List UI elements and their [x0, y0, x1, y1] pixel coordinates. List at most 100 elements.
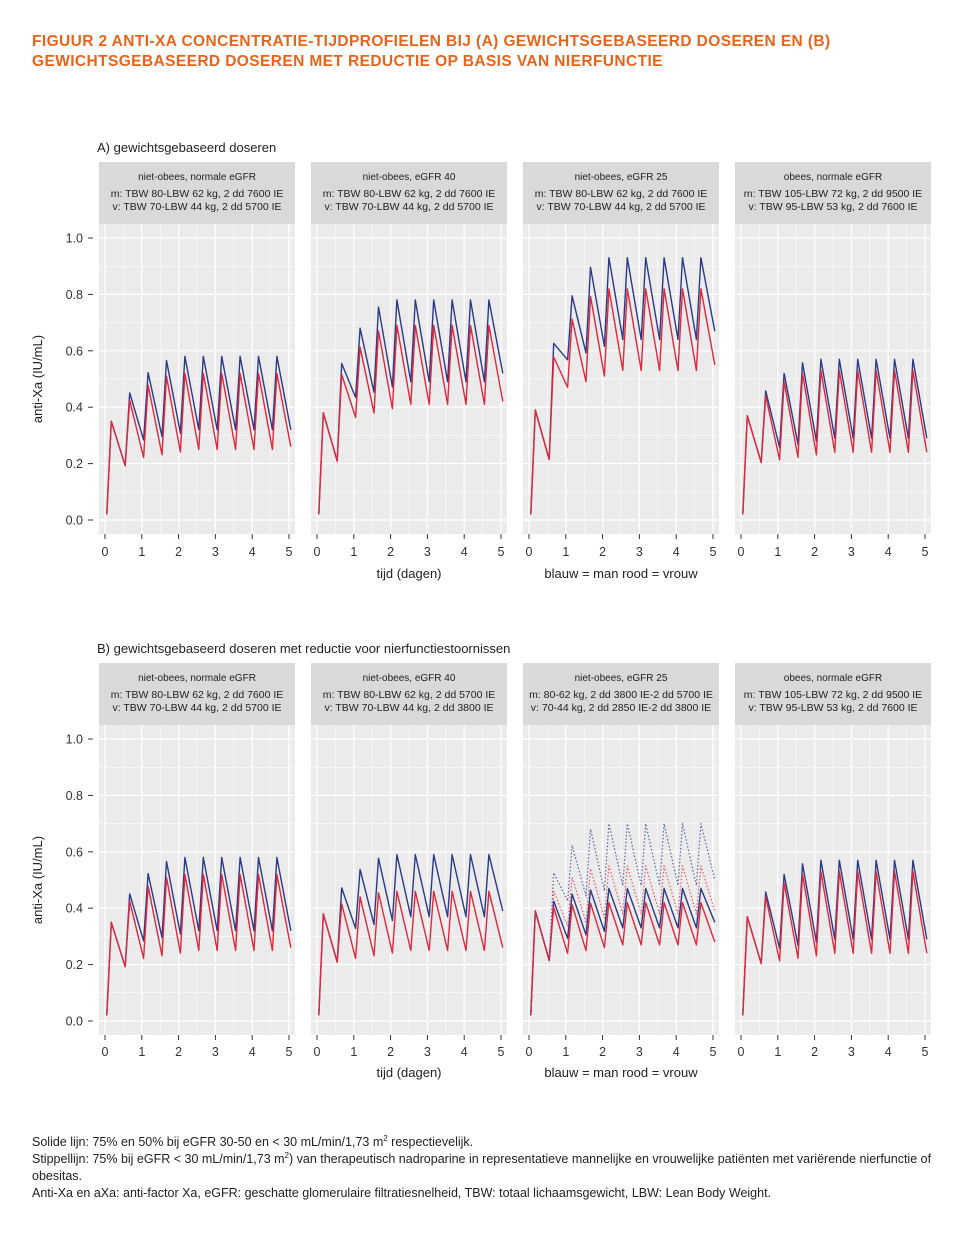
- series-line-man-solid: [530, 887, 716, 1016]
- facet-strip-text: niet-obees, normale eGFR: [138, 172, 256, 183]
- facet-strip-text: obees, normale eGFR: [784, 172, 882, 183]
- facet-strip-text: v: TBW 95-LBW 53 kg, 2 dd 7600 IE: [748, 201, 917, 213]
- facet-4: obees, normale eGFR m: TBW 105-LBW 72 kg,…: [735, 663, 931, 1059]
- legend-note: blauw = man rood = vrouw: [544, 1065, 698, 1080]
- x-tick-label: 4: [249, 545, 256, 559]
- series-line-vrouw-solid: [106, 873, 292, 1016]
- facet-strip-text: v: TBW 70-LBW 44 kg, 2 dd 5700 IE: [536, 201, 705, 213]
- x-tick-label: 0: [314, 1045, 321, 1059]
- series-line-man-solid: [106, 856, 292, 1016]
- x-tick-label: 3: [636, 545, 643, 559]
- x-tick-label: 0: [738, 1045, 745, 1059]
- facet-strip-text: m: TBW 80-LBW 62 kg, 2 dd 7600 IE: [323, 188, 496, 200]
- facet-2: niet-obees, eGFR 40 m: TBW 80-LBW 62 kg, …: [311, 663, 507, 1059]
- y-tick-label: 0.0: [66, 1015, 83, 1029]
- y-tick-label: 1.0: [66, 733, 83, 747]
- x-tick-label: 4: [885, 1045, 892, 1059]
- x-tick-label: 5: [498, 1045, 505, 1059]
- x-tick-label: 3: [636, 1045, 643, 1059]
- y-tick-label: 1.0: [66, 232, 83, 246]
- series-line-man-solid: [530, 257, 716, 515]
- x-tick-label: 2: [811, 545, 818, 559]
- x-tick-label: 5: [498, 545, 505, 559]
- x-tick-label: 2: [599, 545, 606, 559]
- x-tick-label: 3: [212, 1045, 219, 1059]
- x-tick-label: 1: [138, 1045, 145, 1059]
- facet-strip: [523, 162, 719, 224]
- facet-strip: [99, 663, 295, 725]
- section-label: B) gewichtsgebaseerd doseren met reducti…: [97, 641, 510, 656]
- x-axis-title: tijd (dagen): [376, 566, 441, 581]
- facet-strip: [99, 162, 295, 224]
- section-label: A) gewichtsgebaseerd doseren: [97, 140, 276, 155]
- facet-1: niet-obees, normale eGFR m: TBW 80-LBW 62…: [99, 162, 295, 559]
- figure-svg: A) gewichtsgebaseerd doseren anti-Xa (IU/…: [30, 140, 931, 1080]
- y-tick-label: 0.8: [66, 288, 83, 302]
- x-tick-label: 3: [848, 1045, 855, 1059]
- facet-strip-text: v: TBW 70-LBW 44 kg, 2 dd 5700 IE: [112, 702, 281, 714]
- facet-strip-text: niet-obees, eGFR 25: [575, 172, 668, 183]
- series-line-vrouw-solid: [742, 369, 928, 515]
- x-tick-label: 4: [249, 1045, 256, 1059]
- x-tick-label: 3: [424, 1045, 431, 1059]
- y-tick-label: 0.4: [66, 902, 83, 916]
- x-tick-label: 1: [350, 545, 357, 559]
- x-tick-label: 4: [461, 1045, 468, 1059]
- section-a: A) gewichtsgebaseerd doseren anti-Xa (IU/…: [30, 140, 931, 581]
- x-tick-label: 1: [350, 1045, 357, 1059]
- x-tick-label: 2: [175, 1045, 182, 1059]
- footnote-solid: Solide lijn: 75% en 50% bij eGFR 30-50 e…: [32, 1133, 474, 1149]
- facet-strip-text: v: TBW 70-LBW 44 kg, 2 dd 5700 IE: [324, 201, 493, 213]
- facet-strip: [523, 663, 719, 725]
- legend-note: blauw = man rood = vrouw: [544, 566, 698, 581]
- x-tick-label: 5: [286, 545, 293, 559]
- x-tick-label: 2: [387, 545, 394, 559]
- x-tick-label: 4: [885, 545, 892, 559]
- y-tick-label: 0.8: [66, 789, 83, 803]
- x-tick-label: 4: [461, 545, 468, 559]
- facet-strip-text: niet-obees, eGFR 40: [363, 673, 456, 684]
- series-line-vrouw-solid: [106, 372, 292, 515]
- footnote-dotted: Stippellijn: 75% bij eGFR < 30 mL/min/1,…: [32, 1150, 932, 1183]
- facet-strip-text: m: TBW 80-LBW 62 kg, 2 dd 7600 IE: [111, 689, 284, 701]
- y-tick-label: 0.2: [66, 457, 83, 471]
- facet-strip-text: obees, normale eGFR: [784, 673, 882, 684]
- facet-strip-text: m: TBW 105-LBW 72 kg, 2 dd 9500 IE: [744, 689, 922, 701]
- series-line-vrouw-solid: [318, 324, 504, 515]
- facet-strip-text: niet-obees, eGFR 40: [363, 172, 456, 183]
- facet-strip-text: v: TBW 95-LBW 53 kg, 2 dd 7600 IE: [748, 702, 917, 714]
- series-line-vrouw-solid: [530, 901, 716, 1016]
- x-axis-title: tijd (dagen): [376, 1065, 441, 1080]
- x-tick-label: 1: [774, 1045, 781, 1059]
- y-tick-label: 0.6: [66, 344, 83, 358]
- x-tick-label: 5: [922, 1045, 929, 1059]
- facet-strip: [735, 162, 931, 224]
- x-tick-label: 4: [673, 1045, 680, 1059]
- section-b: B) gewichtsgebaseerd doseren met reducti…: [30, 641, 931, 1080]
- series-line-man-solid: [106, 355, 292, 515]
- x-tick-label: 1: [138, 545, 145, 559]
- y-tick-label: 0.0: [66, 514, 83, 528]
- x-tick-label: 5: [286, 1045, 293, 1059]
- facet-strip-text: v: TBW 70-LBW 44 kg, 2 dd 3800 IE: [324, 702, 493, 714]
- y-tick-label: 0.6: [66, 845, 83, 859]
- facet-strip-text: m: TBW 80-LBW 62 kg, 2 dd 5700 IE: [323, 689, 496, 701]
- facet-strip: [311, 663, 507, 725]
- x-tick-label: 2: [175, 545, 182, 559]
- x-tick-label: 3: [848, 545, 855, 559]
- x-tick-label: 3: [212, 545, 219, 559]
- y-tick-label: 0.4: [66, 401, 83, 415]
- x-tick-label: 0: [102, 1045, 109, 1059]
- x-tick-label: 1: [774, 545, 781, 559]
- footnote-abbreviations: Anti-Xa en aXa: anti-factor Xa, eGFR: ge…: [32, 1186, 772, 1200]
- facet-3: niet-obees, eGFR 25 m: TBW 80-LBW 62 kg, …: [523, 162, 719, 559]
- x-tick-label: 0: [738, 545, 745, 559]
- x-tick-label: 5: [922, 545, 929, 559]
- x-tick-label: 0: [314, 545, 321, 559]
- facet-4: obees, normale eGFR m: TBW 105-LBW 72 kg,…: [735, 162, 931, 559]
- facet-strip: [311, 162, 507, 224]
- series-line-vrouw-solid: [318, 890, 504, 1016]
- facet-strip-text: m: TBW 80-LBW 62 kg, 2 dd 7600 IE: [535, 188, 708, 200]
- facet-strip-text: m: TBW 80-LBW 62 kg, 2 dd 7600 IE: [111, 188, 284, 200]
- x-tick-label: 3: [424, 545, 431, 559]
